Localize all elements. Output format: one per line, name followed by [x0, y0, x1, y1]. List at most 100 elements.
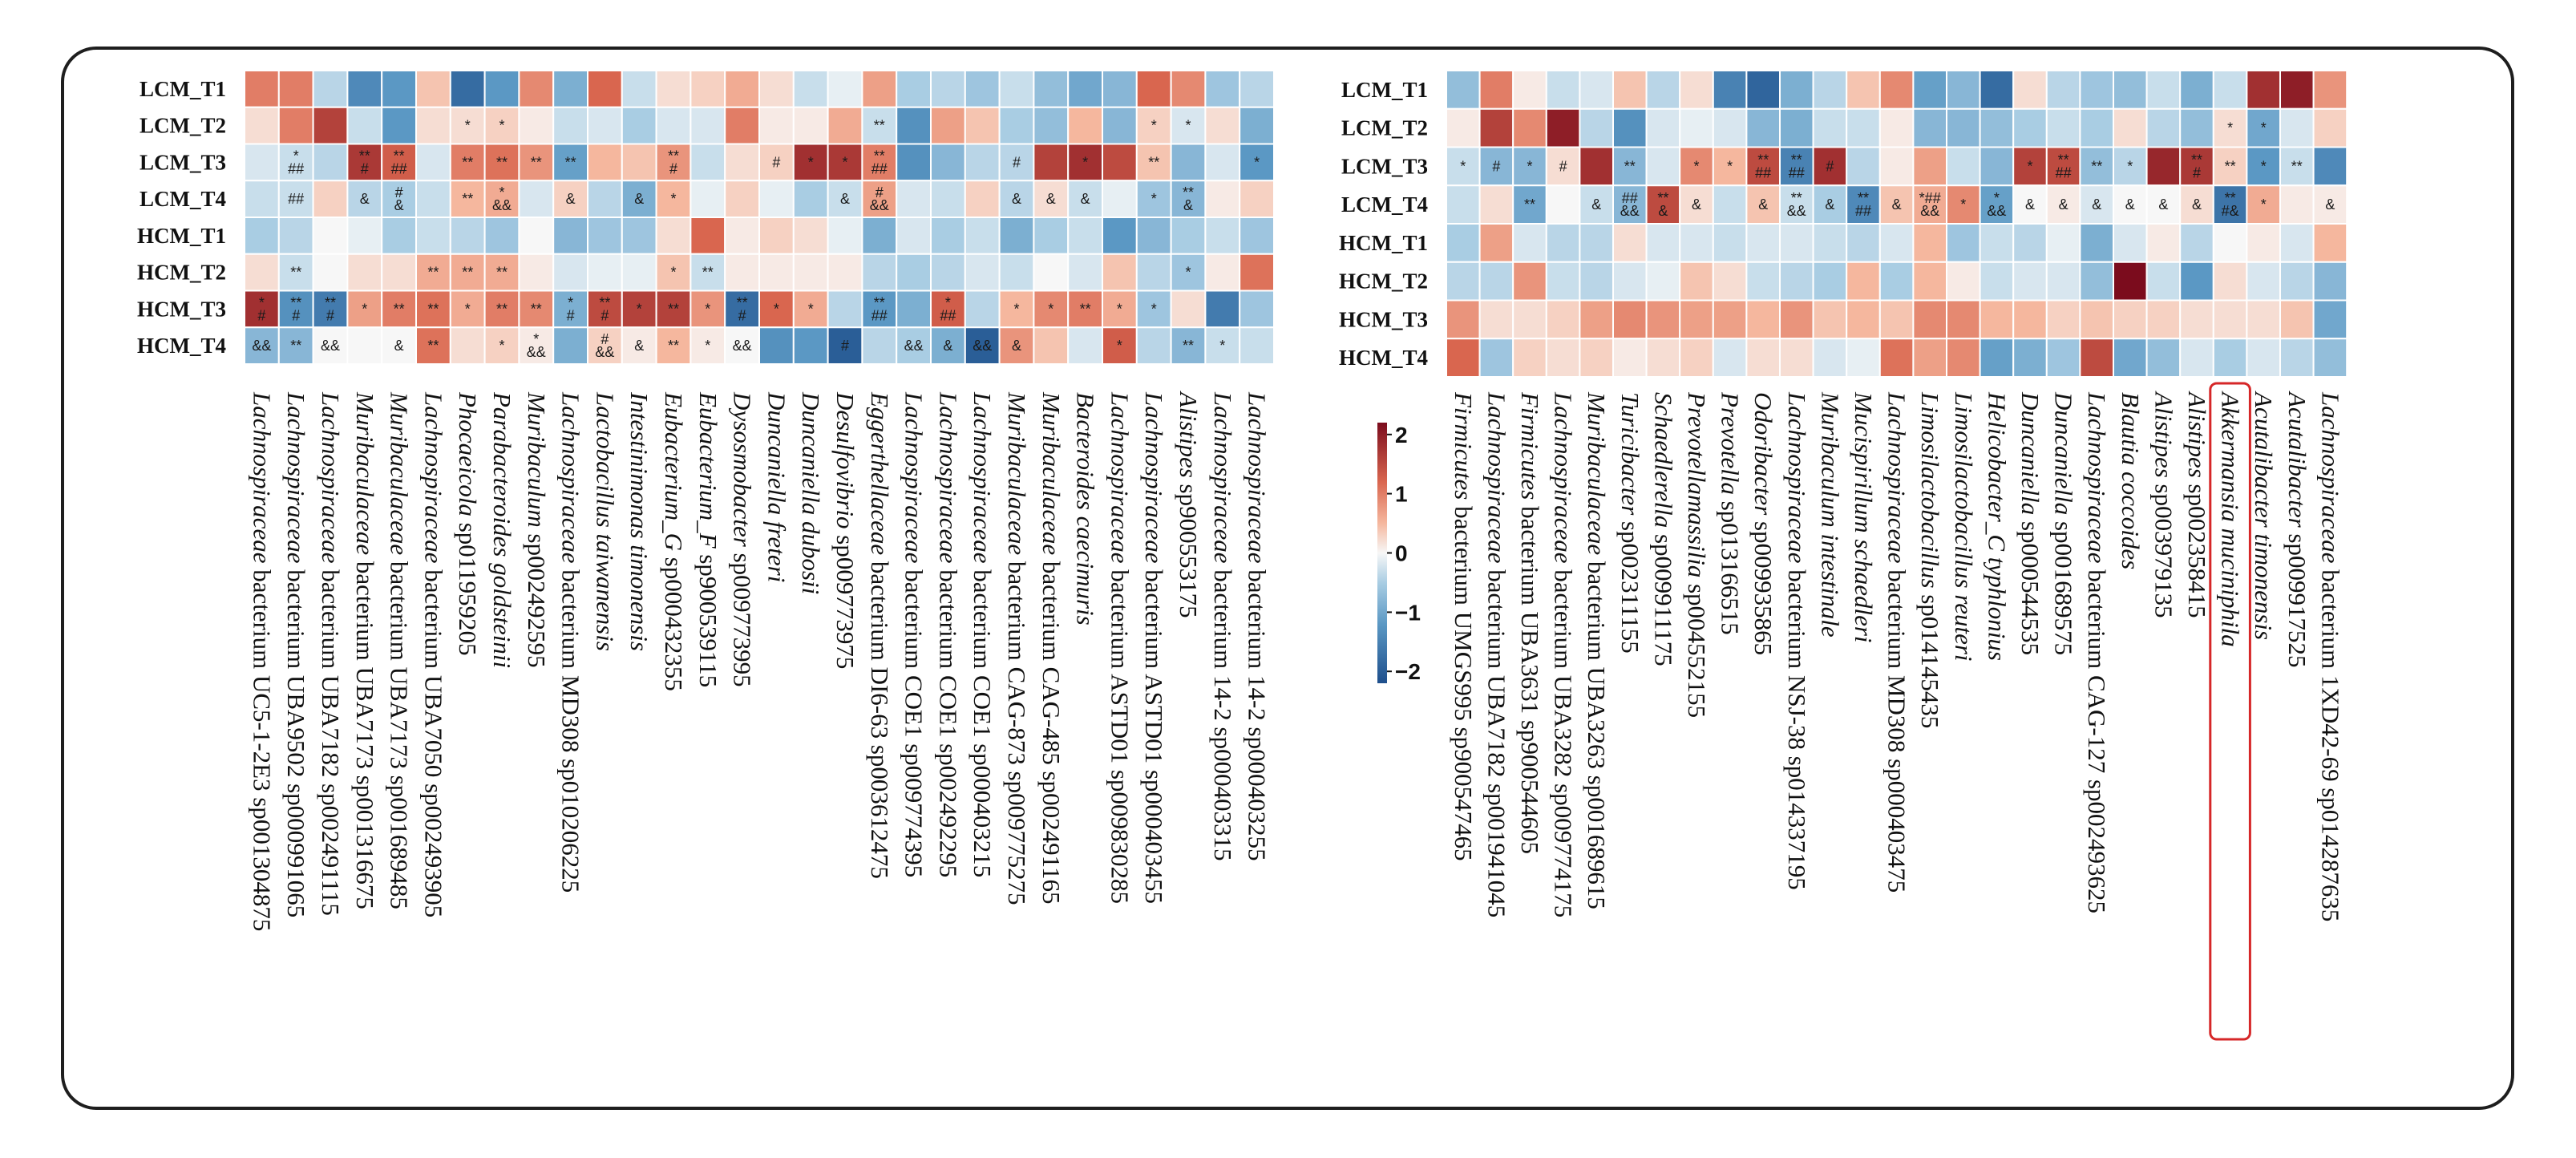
heatmap-cell — [2179, 223, 2214, 263]
heatmap-cell — [621, 290, 657, 329]
significance-mark: ** # — [2191, 152, 2202, 180]
column-label: Lachnospiraceae bacterium COE1 sp0097743… — [900, 391, 928, 877]
significance-mark: * — [808, 301, 814, 317]
heatmap-cell — [1239, 106, 1275, 145]
heatmap-cell — [930, 180, 966, 218]
significance-mark: # && — [870, 184, 889, 213]
heatmap-cell — [1979, 107, 2015, 148]
significance-mark: ** ## — [391, 148, 407, 176]
significance-mark: # && — [595, 331, 614, 360]
heatmap-cell — [1679, 146, 1714, 187]
heatmap-cell — [1912, 184, 1947, 225]
heatmap-cell — [621, 143, 657, 182]
heatmap-cell — [1579, 299, 1615, 340]
heatmap-cell — [896, 217, 932, 255]
heatmap-cell — [1102, 180, 1138, 218]
heatmap-cell — [1779, 184, 1814, 225]
significance-mark: ## — [288, 191, 304, 207]
heatmap-cell — [1645, 184, 1681, 225]
heatmap-cell — [2179, 184, 2214, 225]
significance-mark: && — [973, 338, 992, 354]
heatmap-cell — [2079, 338, 2114, 378]
significance-mark: ** — [1148, 154, 1159, 170]
significance-mark: ** — [874, 118, 885, 134]
heatmap-cell — [1446, 223, 1481, 263]
heatmap-cell — [1846, 299, 1881, 340]
heatmap-cell — [1912, 146, 1947, 187]
heatmap-cell — [415, 106, 451, 145]
significance-mark: * — [499, 118, 504, 134]
heatmap-cell — [1779, 107, 1814, 148]
significance-mark: ** & — [1657, 190, 1668, 219]
heatmap-cell — [2212, 107, 2248, 148]
row-label: HCM_T1 — [137, 224, 226, 248]
heatmap-cell — [1878, 107, 1915, 148]
heatmap-cell — [1645, 107, 1681, 148]
heatmap-cell — [930, 70, 966, 108]
heatmap-cell — [1204, 253, 1241, 292]
heatmap-cell — [1612, 223, 1648, 263]
heatmap-cell — [1878, 261, 1915, 302]
heatmap-cell — [552, 290, 589, 329]
heatmap-cell — [1102, 290, 1138, 329]
column-label: Desulfovibrio sp009773975 — [831, 391, 859, 669]
row-label: LCM_T4 — [1341, 192, 1428, 217]
column-label: Alistipes sp003979135 — [2149, 391, 2178, 618]
heatmap-cell — [2279, 184, 2315, 225]
heatmap-cell — [277, 70, 314, 108]
heatmap-cell — [346, 143, 383, 182]
heatmap-cell — [2145, 146, 2182, 187]
heatmap-cell — [1446, 299, 1481, 340]
heatmap-cell — [1033, 290, 1070, 329]
significance-mark: ** — [1080, 301, 1091, 317]
column-label: Muribaculaceae bacterium CAG-873 sp00977… — [1003, 391, 1031, 905]
significance-mark: * — [2127, 158, 2133, 174]
heatmap-cell — [1512, 223, 1547, 263]
heatmap-cell — [1102, 217, 1138, 255]
heatmap-cell — [689, 217, 726, 255]
heatmap-cell — [1878, 223, 1915, 263]
heatmap-cell — [724, 253, 761, 292]
column-label: Dysosmobacter sp009773995 — [729, 391, 757, 687]
heatmap-cell — [2179, 299, 2214, 340]
heatmap-left: * * ** * ** ##** #** ## ** ** ** ** ** # # * * ** ## # * ** *#… — [137, 70, 1275, 931]
heatmap-cell — [1135, 143, 1172, 182]
colorbar-tick-label: 1 — [1395, 482, 1408, 507]
heatmap-cell — [2045, 146, 2081, 187]
heatmap-cell — [1033, 217, 1070, 255]
column-label: Lachnospiraceae bacterium UBA9502 sp0009… — [282, 391, 310, 917]
heatmap-cell — [2179, 261, 2214, 302]
heatmap-cell — [381, 217, 418, 255]
heatmap-cell — [655, 70, 692, 108]
heatmap-cell — [244, 180, 280, 218]
significance-mark: & — [2125, 196, 2135, 213]
heatmap-cell — [964, 70, 1001, 108]
heatmap-cell — [2279, 338, 2315, 378]
heatmap-cell — [1846, 338, 1881, 378]
heatmap-cell — [2113, 70, 2148, 110]
heatmap-cell — [1204, 290, 1241, 329]
heatmap-cell — [1579, 70, 1615, 110]
significance-mark: && — [904, 338, 924, 354]
heatmap-cell — [2045, 184, 2081, 225]
heatmap-cell — [518, 180, 555, 218]
heatmap-cell — [2246, 146, 2281, 187]
heatmap-cell — [2312, 107, 2348, 148]
heatmap-cell — [1067, 217, 1103, 255]
heatmap-cell — [827, 217, 863, 255]
heatmap-cell — [2246, 299, 2281, 340]
significance-mark: & — [1892, 196, 1902, 213]
heatmap-cell — [1612, 261, 1648, 302]
heatmap-cell — [896, 290, 932, 329]
heatmap-cell — [1135, 70, 1172, 108]
heatmap-cell — [689, 143, 726, 182]
heatmap-cell — [1846, 107, 1881, 148]
column-label: Eggerthellaceae bacterium DI6-63 sp00361… — [866, 391, 894, 879]
heatmap-cell — [1846, 146, 1881, 187]
significance-mark: ** — [496, 154, 508, 170]
heatmap-cell — [1679, 338, 1714, 378]
significance-mark: & — [2025, 196, 2035, 213]
column-label: Eubacterium_G sp000432355 — [660, 391, 688, 691]
heatmap-cell — [1446, 184, 1481, 225]
heatmap-cell — [1512, 70, 1547, 110]
